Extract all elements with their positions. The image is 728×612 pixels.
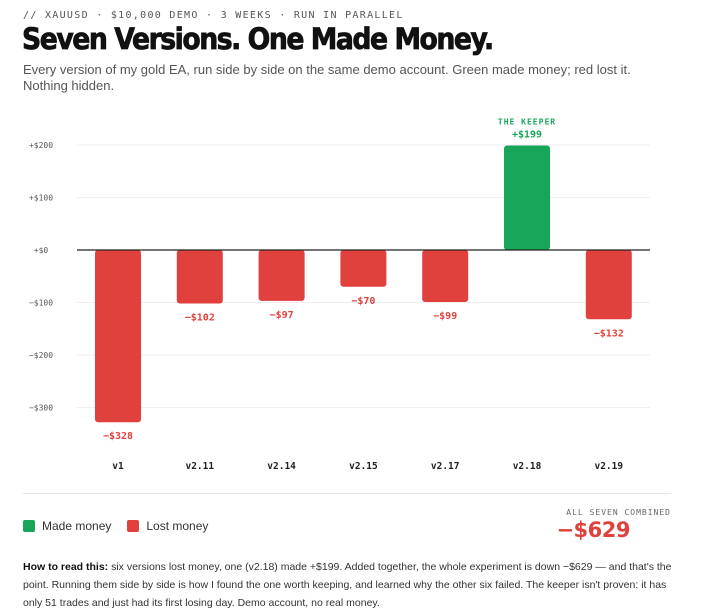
bar-value-label: −$328 — [103, 431, 133, 442]
x-tick-label: v2.11 — [185, 461, 214, 472]
note-lead: How to read this: — [23, 561, 109, 573]
x-tick-label: v1 — [112, 461, 124, 472]
how-to-read-note: How to read this: six versions lost mone… — [23, 558, 673, 612]
x-tick-label: v2.17 — [431, 461, 460, 472]
bar-v2.18 — [504, 145, 550, 250]
chart-legend: Made money Lost money — [23, 519, 224, 533]
highlight-caption: THE KEEPER — [498, 118, 556, 127]
bar-value-label: −$70 — [351, 296, 375, 307]
legend-swatch-lost — [127, 520, 140, 532]
legend-swatch-made — [23, 520, 35, 532]
y-tick-label: +$100 — [29, 194, 53, 203]
y-tick-label: −$100 — [29, 299, 53, 308]
y-tick-label: +$200 — [29, 141, 53, 150]
page-title: Seven Versions. One Made Money. — [22, 22, 495, 57]
legend-label-lost: Lost money — [146, 519, 209, 533]
bar-v2.15 — [340, 250, 387, 287]
combined-total-label: ALL SEVEN COMBINED — [566, 508, 671, 517]
bar-v1 — [95, 250, 141, 423]
y-tick-label: −$200 — [29, 351, 53, 360]
note-body: six versions lost money, one (v2.18) mad… — [23, 561, 672, 609]
bar-value-label: −$132 — [594, 328, 624, 339]
bar-value-label: −$99 — [433, 311, 457, 322]
combined-total-value: −$629 — [556, 518, 630, 542]
bar-v2.14 — [258, 250, 305, 301]
legend-item-made: Made money — [23, 519, 111, 533]
header-kicker: // XAUUSD · $10,000 DEMO · 3 WEEKS · RUN… — [23, 10, 404, 21]
x-tick-label: v2.15 — [349, 461, 378, 472]
legend-label-made: Made money — [42, 519, 112, 533]
bar-value-label: −$97 — [270, 310, 294, 321]
bar-v2.19 — [585, 250, 632, 320]
section-divider — [23, 493, 671, 494]
bar-value-label: +$199 — [512, 130, 542, 141]
x-tick-label: v2.19 — [594, 461, 623, 472]
x-tick-label: v2.18 — [513, 461, 542, 472]
bar-v2.17 — [422, 250, 469, 302]
page-subtitle: Every version of my gold EA, run side by… — [23, 62, 631, 93]
y-tick-label: −$300 — [29, 404, 53, 413]
y-tick-label: +$0 — [34, 246, 49, 255]
x-tick-label: v2.14 — [267, 461, 296, 472]
legend-item-lost: Lost money — [127, 519, 208, 533]
bar-chart: +$200 +$100 +$0 −$100 −$200 −$300 −$328 v1 −$102… — [29, 118, 650, 472]
bar-value-label: −$102 — [185, 313, 215, 324]
bar-v2.11 — [176, 250, 223, 304]
